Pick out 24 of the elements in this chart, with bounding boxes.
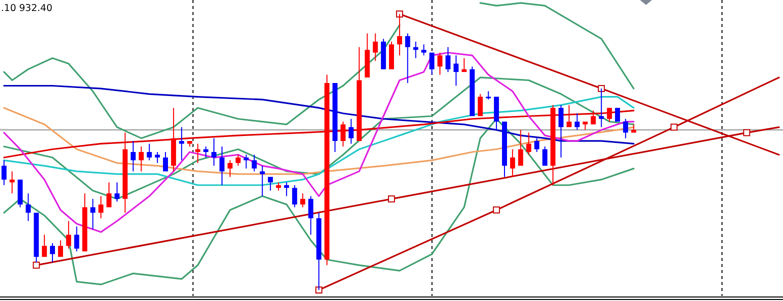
candlestick	[179, 127, 184, 160]
point	[32, 262, 40, 269]
candlestick	[130, 140, 136, 172]
candlestick	[284, 182, 290, 196]
candlestick	[260, 166, 265, 196]
candlestick	[454, 55, 459, 86]
point	[388, 195, 395, 202]
candlestick	[203, 146, 208, 158]
point	[396, 10, 404, 18]
candlestick	[582, 122, 588, 130]
candlestick	[10, 171, 15, 194]
point	[743, 129, 750, 136]
point	[492, 206, 500, 214]
point	[598, 85, 605, 92]
point	[670, 124, 678, 131]
candlestick	[211, 138, 216, 166]
candlestick	[413, 42, 418, 58]
candlestick	[244, 154, 249, 169]
annotation: .10 932.40	[1, 3, 52, 14]
candlestick	[195, 144, 200, 164]
candlestick	[90, 198, 96, 230]
candlestick	[276, 182, 281, 191]
candlestick	[462, 58, 467, 72]
point	[315, 286, 322, 294]
